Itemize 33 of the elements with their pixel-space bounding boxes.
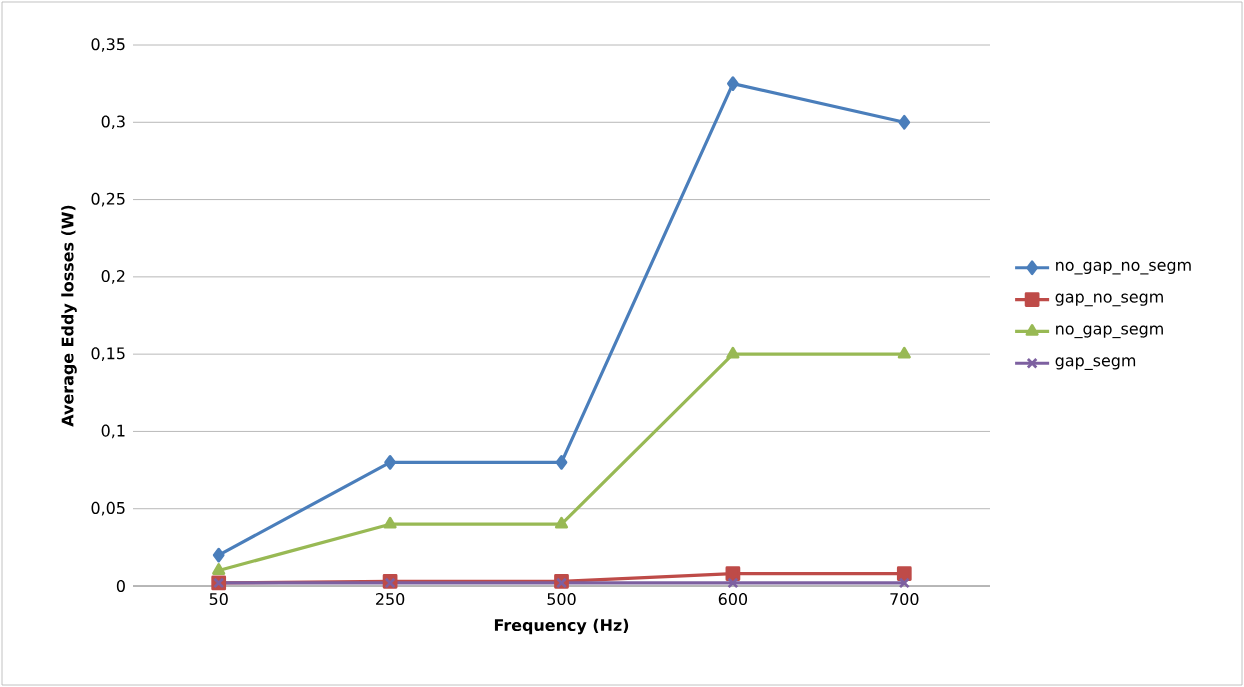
point — [726, 346, 740, 359]
y-tick-label: 0,15 — [91, 347, 125, 361]
x-tick-label: 600 — [718, 593, 748, 606]
x-tick-label: 250 — [376, 593, 405, 606]
x-tick-label: 50 — [209, 593, 228, 606]
x-tick-label: 500 — [547, 593, 576, 606]
point — [212, 547, 225, 563]
point — [898, 114, 911, 130]
y-tick-label: 0,2 — [101, 270, 125, 284]
y-axis-title: Average Eddy losses (W) — [61, 205, 77, 427]
legend-label: no_gap_no_segm — [1056, 261, 1191, 275]
point — [727, 76, 739, 92]
point — [384, 454, 396, 470]
legend-label: no_gap_segm — [1056, 325, 1163, 339]
point — [725, 566, 741, 582]
y-tick-label: 0,05 — [91, 501, 125, 516]
y-tick-label: 0,3 — [101, 115, 125, 130]
point — [896, 566, 912, 582]
y-tick-label: 0,1 — [101, 424, 125, 439]
y-tick-label: 0 — [116, 579, 125, 593]
point — [554, 516, 569, 529]
legend-label: gap_no_segm — [1055, 293, 1163, 307]
legend-label: gap_segm — [1055, 357, 1136, 370]
x-tick-label: 700 — [890, 593, 919, 606]
y-tick-label: 0,25 — [91, 192, 125, 207]
point — [212, 563, 226, 575]
y-tick-label: 0,35 — [91, 38, 125, 52]
x-axis-title: Frequency (Hz) — [494, 618, 629, 635]
point — [897, 346, 911, 359]
point — [727, 577, 739, 589]
point — [383, 516, 397, 529]
point — [555, 454, 568, 470]
point — [898, 577, 910, 589]
